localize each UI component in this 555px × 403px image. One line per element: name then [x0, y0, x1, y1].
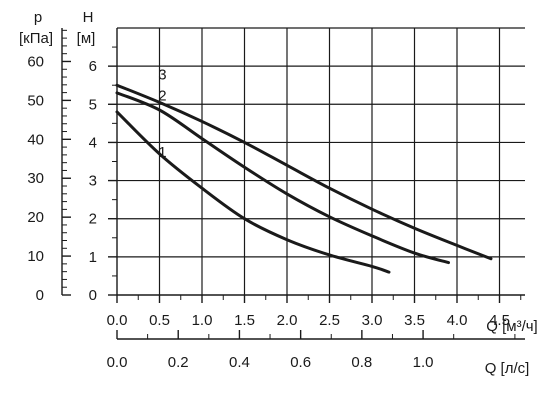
x2-axis-tick-label: 0.2	[168, 354, 189, 371]
x-axis-tick-label: 0.5	[149, 312, 170, 329]
grid	[117, 27, 525, 295]
y-axis-tick-label: 6	[89, 58, 97, 75]
y-axis-tick-label: 4	[89, 134, 97, 151]
y2-axis-tick-label: 10	[27, 248, 44, 265]
y-axis-tick-label: 2	[89, 211, 97, 228]
y-axis-symbol: H	[83, 9, 94, 26]
y2-axis-tick-label: 30	[27, 170, 44, 187]
y-axis-tick-label: 1	[89, 249, 97, 266]
x-axis-tick-label: 2.0	[277, 312, 298, 329]
y-axis-tick-label: 5	[89, 96, 97, 113]
x-axis-tick-label: 0.0	[107, 312, 128, 329]
x2-axis-tick-label: 0.6	[290, 354, 311, 371]
axes	[61, 28, 525, 340]
series-group: 1 2 3	[115, 66, 493, 274]
x-axis-tick-label: 3.0	[362, 312, 383, 329]
series-label-1: 1	[158, 144, 166, 161]
x2-axis-tick-label: 1.0	[413, 354, 434, 371]
x-axis-tick-label: 1.0	[192, 312, 213, 329]
x-axis-tick-label: 4.5	[489, 312, 510, 329]
series-line-1	[115, 110, 391, 274]
series-label-3: 3	[158, 66, 166, 83]
y2-axis-tick-label: 0	[36, 287, 44, 304]
y-axis-tick-label: 3	[89, 173, 97, 190]
x2-axis-tick-label: 0.4	[229, 354, 250, 371]
x2-axis-tick-label: 0.0	[107, 354, 128, 371]
y2-axis-tick-label: 40	[27, 131, 44, 148]
ticks	[62, 29, 522, 339]
y2-axis-tick-label: 20	[27, 209, 44, 226]
y-axis-unit: [м]	[77, 30, 96, 47]
y2-axis-unit: [кПа]	[19, 30, 53, 47]
y2-axis-tick-label: 60	[27, 53, 44, 70]
x-axis-tick-label: 2.5	[319, 312, 340, 329]
y-axis-tick-label: 0	[89, 287, 97, 304]
x-axis-tick-label: 1.5	[234, 312, 255, 329]
series-label-2: 2	[158, 88, 166, 105]
series-line-3	[115, 83, 493, 261]
x-axis-tick-label: 4.0	[447, 312, 468, 329]
y2-axis-symbol: p	[34, 9, 42, 26]
x2-axis-title: Q [л/с]	[485, 360, 530, 377]
x-axis-tick-label: 3.5	[404, 312, 425, 329]
x-axis-title: Q [м³/ч]	[486, 318, 537, 335]
x2-axis-tick-label: 0.8	[351, 354, 372, 371]
series-line-2	[115, 91, 450, 265]
y2-axis-tick-label: 50	[27, 92, 44, 109]
